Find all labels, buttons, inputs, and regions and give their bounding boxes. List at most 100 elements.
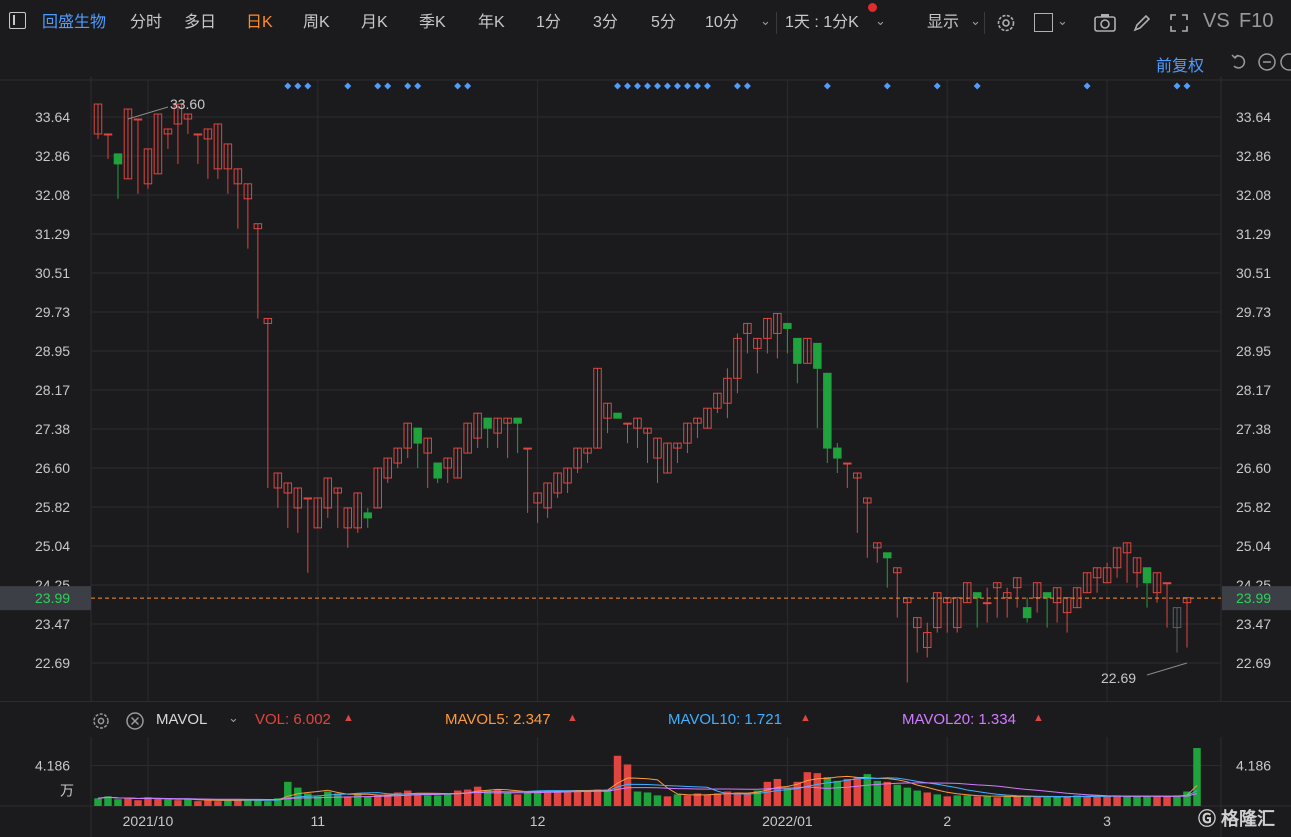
volume-bar <box>493 789 502 806</box>
volume-bar <box>1173 795 1181 806</box>
min-price-leader <box>1146 662 1188 676</box>
period-chevron-icon[interactable]: ⌄ <box>875 13 886 28</box>
candle-body <box>513 417 522 424</box>
volume-bar <box>673 794 682 806</box>
layout-chevron-icon[interactable]: ⌄ <box>1057 13 1068 28</box>
y-tick-label-left: 28.17 <box>35 382 70 398</box>
volume-bar <box>703 794 712 806</box>
y-tick-label-right: 28.95 <box>1236 343 1271 359</box>
volume-bar <box>543 790 552 806</box>
vol-tick-label-left: 4.186 <box>35 758 70 774</box>
candle-body <box>313 497 323 529</box>
candle-body <box>343 507 353 529</box>
volume-bar <box>314 796 322 806</box>
sidebar-toggle-icon[interactable] <box>9 12 26 29</box>
y-tick-label-right: 33.64 <box>1236 109 1271 125</box>
candle-body <box>303 497 313 500</box>
candle-body <box>1162 582 1172 585</box>
volume-chart[interactable]: 4.186 4.186 万 2021/10 11 12 2022/01 2 3 <box>0 737 1291 837</box>
candle-body <box>683 422 692 444</box>
volume-bar <box>1013 796 1021 806</box>
volume-bar <box>1003 796 1011 806</box>
tab-1min[interactable]: 1分 <box>536 14 561 31</box>
indicator-name[interactable]: MAVOL <box>156 711 208 728</box>
signal-marker <box>673 82 681 90</box>
volume-bar <box>304 793 312 806</box>
volume-bar <box>184 799 192 806</box>
y-tick-label-right: 25.04 <box>1236 538 1271 554</box>
display-chevron-icon[interactable]: ⌄ <box>970 13 981 28</box>
volume-bar <box>1093 796 1101 806</box>
candle-body <box>263 317 273 324</box>
tab-weekly-k[interactable]: 周K <box>303 14 330 31</box>
volume-bar <box>114 799 122 806</box>
signal-marker <box>973 82 981 90</box>
signal-marker <box>464 82 472 90</box>
vs-compare-button[interactable]: VS <box>1203 10 1230 32</box>
signal-marker <box>1183 82 1191 90</box>
mavol20-value: MAVOL20: 1.334 <box>902 711 1016 728</box>
close-indicator-icon[interactable] <box>125 711 145 731</box>
more-periods-chevron-icon[interactable]: ⌄ <box>760 13 771 28</box>
period-select[interactable]: 1天 : 1分K <box>785 14 859 31</box>
fullscreen-icon[interactable] <box>1168 12 1190 34</box>
candle-body <box>443 457 452 469</box>
candle-body <box>183 113 193 120</box>
signal-marker <box>404 82 412 90</box>
tab-quarterly-k[interactable]: 季K <box>419 14 446 31</box>
tab-3min[interactable]: 3分 <box>593 14 618 31</box>
y-tick-label-right: 26.60 <box>1236 460 1271 476</box>
volume-bar <box>933 794 941 806</box>
zoom-out-icon[interactable] <box>1257 52 1277 72</box>
candle-body <box>972 592 982 599</box>
adjust-mode-button[interactable]: 前复权 <box>1156 58 1205 75</box>
candle-body <box>893 567 902 574</box>
tab-daily-k[interactable]: 日K <box>246 14 273 31</box>
volume-bar <box>204 800 212 806</box>
candle-body <box>1022 607 1032 619</box>
pencil-draw-icon[interactable] <box>1131 12 1153 34</box>
f10-button[interactable]: F10 <box>1239 10 1274 32</box>
y-tick-label-left: 33.64 <box>35 109 70 125</box>
volume-bar <box>943 796 951 806</box>
zoom-in-icon[interactable] <box>1279 52 1291 72</box>
candle-body <box>1112 547 1122 569</box>
candle-body <box>623 422 632 425</box>
tab-fenshi[interactable]: 分时 <box>130 14 163 31</box>
signal-marker <box>1173 82 1181 90</box>
y-tick-label-right: 23.47 <box>1236 616 1271 632</box>
volume-bar <box>883 781 892 806</box>
volume-bar <box>354 793 362 806</box>
stock-name[interactable]: 回盛生物 <box>42 14 107 31</box>
candle-body <box>1152 572 1162 594</box>
signal-marker <box>384 82 392 90</box>
candle-body <box>493 417 502 434</box>
indicator-chevron-icon[interactable]: ⌄ <box>228 710 239 725</box>
candle-body <box>1132 557 1142 574</box>
volume-bar <box>753 790 762 806</box>
candle-body <box>653 437 662 459</box>
tab-5min[interactable]: 5分 <box>651 14 676 31</box>
camera-icon[interactable] <box>1093 12 1117 34</box>
signal-marker <box>344 82 352 90</box>
y-tick-label-right: 30.51 <box>1236 265 1271 281</box>
display-menu[interactable]: 显示 <box>927 14 960 31</box>
candlestick-chart[interactable]: 33.64 33.64 32.86 32.86 32.08 32.08 31.29 31.29… <box>0 76 1291 701</box>
candle-body <box>753 337 762 349</box>
y-tick-label-left: 22.69 <box>35 655 70 671</box>
tab-duori[interactable]: 多日 <box>184 14 217 31</box>
volume-bar <box>1153 796 1161 806</box>
signal-marker <box>304 82 312 90</box>
tab-yearly-k[interactable]: 年K <box>478 14 505 31</box>
window-layout-icon[interactable] <box>1034 13 1053 32</box>
volume-bar <box>983 796 991 806</box>
undo-icon[interactable] <box>1229 52 1249 72</box>
tab-10min[interactable]: 10分 <box>705 14 739 31</box>
current-price-label-right: 23.99 <box>1236 590 1271 606</box>
tab-monthly-k[interactable]: 月K <box>361 14 388 31</box>
volume-settings-icon[interactable] <box>91 711 111 731</box>
settings-gear-icon[interactable] <box>995 12 1017 34</box>
y-tick-label-right: 25.82 <box>1236 499 1271 515</box>
candle-body <box>463 422 472 454</box>
volume-bar <box>334 793 342 806</box>
